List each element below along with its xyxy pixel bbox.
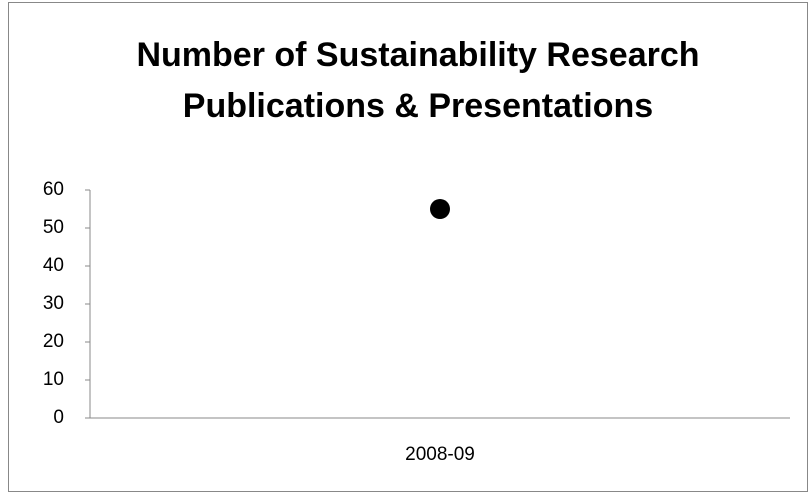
- point: [430, 199, 450, 219]
- y-tick-label: 30: [43, 293, 64, 314]
- y-tick-label: 0: [53, 407, 64, 428]
- y-tick-label: 60: [43, 179, 64, 200]
- chart-title: Number of Sustainability Research: [136, 36, 699, 74]
- y-tick-label: 50: [43, 217, 64, 238]
- y-tick-label: 20: [43, 331, 64, 352]
- x-tick-label: 2008-09: [405, 444, 475, 465]
- y-tick-label: 40: [43, 255, 64, 276]
- y-tick-label: 10: [43, 369, 64, 390]
- chart-title: Publications & Presentations: [183, 87, 653, 125]
- chart-border: [8, 2, 808, 492]
